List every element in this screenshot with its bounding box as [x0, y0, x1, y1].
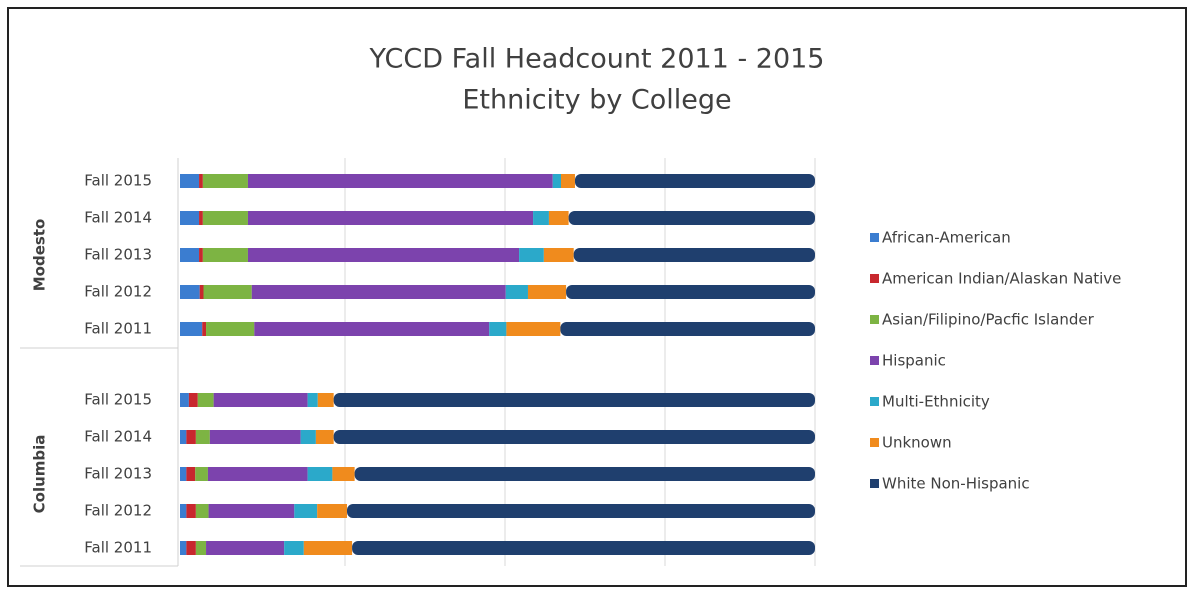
legend-swatch	[870, 274, 879, 283]
bar-segment	[333, 393, 815, 407]
legend-label: White Non-Hispanic	[882, 475, 1030, 493]
bar-segment	[315, 430, 334, 444]
bar-segment	[573, 248, 815, 262]
legend-label: Hispanic	[882, 352, 946, 370]
y-tick-label: Fall 2013	[84, 246, 152, 264]
bar-segment	[560, 322, 815, 336]
legend-label: African-American	[882, 229, 1011, 247]
legend-swatch	[870, 356, 879, 365]
bar-segment	[352, 541, 815, 555]
bar-segment	[548, 211, 569, 225]
legend-swatch	[870, 233, 879, 242]
bar-segment	[180, 541, 187, 555]
bar-segment	[208, 504, 295, 518]
y-tick-label: Fall 2015	[84, 172, 152, 190]
bar-segment	[317, 393, 334, 407]
bar-segment	[294, 504, 318, 518]
bar-segment	[527, 285, 567, 299]
bar-segment	[284, 541, 304, 555]
y-tick-label: Fall 2015	[84, 391, 152, 409]
bar-segment	[206, 541, 285, 555]
bar-segment	[195, 430, 210, 444]
bar-segment	[333, 430, 815, 444]
bar-segment	[213, 393, 308, 407]
bar-segment	[533, 211, 549, 225]
legend-swatch	[870, 479, 879, 488]
bar-segment	[195, 504, 209, 518]
bar-segment	[505, 285, 528, 299]
bar-segment	[202, 322, 207, 336]
bar-segment	[186, 541, 196, 555]
chart-title: YCCD Fall Headcount 2011 - 2015	[369, 44, 825, 75]
chart-subtitle: Ethnicity by College	[462, 85, 731, 116]
legend-swatch	[870, 315, 879, 324]
bar-segment	[307, 467, 333, 481]
y-tick-label: Fall 2012	[84, 502, 152, 520]
bar-segment	[186, 430, 196, 444]
group-label: Modesto	[31, 219, 49, 292]
bar-segment	[354, 467, 815, 481]
y-tick-label: Fall 2014	[84, 209, 152, 227]
legend-label: Unknown	[882, 434, 952, 452]
bar-segment	[180, 504, 187, 518]
bar-segment	[186, 467, 196, 481]
bar-segment	[347, 504, 815, 518]
bar-segment	[489, 322, 507, 336]
bar-segment	[209, 430, 301, 444]
bar-segment	[566, 285, 815, 299]
bar-segment	[303, 541, 353, 555]
bar-segment	[195, 467, 208, 481]
y-tick-label: Fall 2011	[84, 539, 152, 557]
y-tick-label: Fall 2013	[84, 465, 152, 483]
bar-segment	[180, 322, 203, 336]
y-tick-label: Fall 2014	[84, 428, 152, 446]
group-label: Columbia	[31, 435, 49, 514]
bar-segment	[317, 504, 348, 518]
y-tick-label: Fall 2011	[84, 320, 152, 338]
bar-segment	[180, 285, 200, 299]
bar-segment	[186, 504, 196, 518]
legend-label: Multi-Ethnicity	[882, 393, 990, 411]
bar-segment	[206, 322, 255, 336]
bar-segment	[199, 248, 203, 262]
bar-segment	[332, 467, 355, 481]
legend-swatch	[870, 397, 879, 406]
bar-segment	[568, 211, 815, 225]
bar-segment	[247, 248, 520, 262]
bar-segment	[180, 248, 200, 262]
legend-label: American Indian/Alaskan Native	[882, 270, 1121, 288]
bar-segment	[251, 285, 506, 299]
bar-segment	[195, 541, 207, 555]
bar-segment	[561, 174, 575, 188]
bar-segment	[247, 211, 534, 225]
bar-segment	[180, 174, 200, 188]
bar-segment	[180, 430, 187, 444]
bar-segment	[519, 248, 544, 262]
bar-segment	[197, 393, 214, 407]
bar-segment	[180, 467, 187, 481]
bar-segment	[552, 174, 561, 188]
bar-segment	[202, 248, 248, 262]
bar-segment	[574, 174, 815, 188]
bar-segment	[300, 430, 316, 444]
y-tick-label: Fall 2012	[84, 283, 152, 301]
bar-segment	[180, 211, 200, 225]
bar-segment	[188, 393, 198, 407]
bar-segment	[506, 322, 561, 336]
bar-segment	[199, 174, 203, 188]
bar-segment	[202, 174, 248, 188]
legend-label: Asian/Filipino/Pacfic Islander	[882, 311, 1095, 329]
bar-segment	[254, 322, 490, 336]
bar-segment	[180, 393, 189, 407]
legend-swatch	[870, 438, 879, 447]
bar-segment	[247, 174, 553, 188]
bar-segment	[207, 467, 308, 481]
bar-segment	[543, 248, 574, 262]
bar-segment	[202, 211, 248, 225]
bar-segment	[199, 285, 204, 299]
bar-segment	[307, 393, 318, 407]
bar-segment	[203, 285, 252, 299]
bar-segment	[199, 211, 203, 225]
